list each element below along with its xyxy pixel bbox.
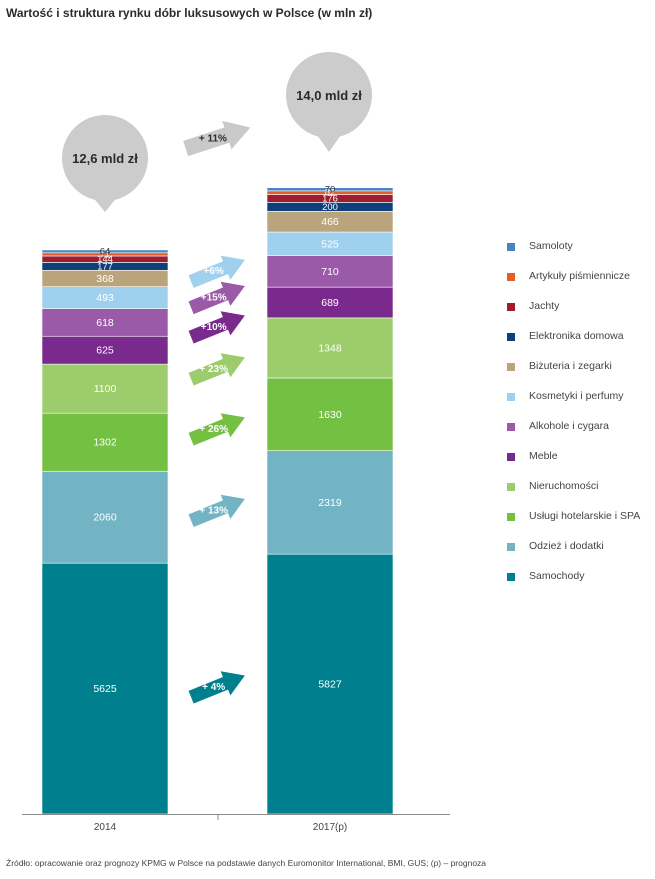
legend-label: Nieruchomości [529,480,599,492]
value-label-kosmetyki-i-perfumy-2014: 493 [96,292,114,304]
growth-arrow-nieruchomosci: + 23% [188,353,245,386]
value-label-kosmetyki-i-perfumy-2017-p: 525 [321,238,339,250]
x-axis: 2014 2017(p) [22,814,450,833]
svg-text:12,6 mld zł: 12,6 mld zł [72,151,138,166]
x-tick-label-2014: 2014 [94,822,117,833]
value-label-artykuly-pismiennicze-2014: 71 [100,249,111,260]
growth-arrows-layer: + 4% + 13% + 26% + 23% +10% +15% +6% + 11% [183,120,251,704]
value-label-elektronika-domowa-2014: 177 [97,261,113,272]
legend-label: Samochody [529,570,585,582]
value-label-jachty-2017-p: 176 [322,193,338,204]
legend-swatch [507,273,515,281]
growth-arrow-meble: +10% [188,311,245,344]
total-growth-arrow: + 11% [183,120,251,157]
legend-swatch [507,423,515,431]
chart-title: Wartość i struktura rynku dóbr luksusowy… [6,6,373,20]
value-label-nieruchomosci-2017-p: 1348 [318,342,342,354]
growth-arrow-odziez-i-dodatki: + 13% [188,494,245,527]
value-label-alkohole-i-cygara-2017-p: 710 [321,266,339,278]
bar-odziez-i-dodatki-2014 [41,470,169,564]
value-label-alkohole-i-cygara-2014: 618 [96,317,114,329]
legend-swatch [507,333,515,341]
bar-samoloty-2014 [41,249,169,254]
total-bubbles-layer: 12,6 mld zł 14,0 mld zł [62,52,372,212]
bar-samochody-2017-p [266,553,394,815]
legend-label: Samoloty [529,240,573,252]
legend-label: Biżuteria i zegarki [529,360,612,372]
svg-text:+ 11%: + 11% [199,134,227,145]
value-label-odziez-i-dodatki-2014: 2060 [93,512,117,524]
svg-text:+15%: +15% [201,292,227,303]
legend-label: Alkohole i cygara [529,420,609,432]
growth-arrow-alkohole-i-cygara: +15% [188,281,245,315]
value-label-uslugi-hotelarskie-i-spa-2017-p: 1630 [318,409,342,421]
bar-uslugi-hotelarskie-i-spa-2017-p [266,377,394,451]
bar-samoloty-2017-p [266,187,394,192]
value-label-bizuteria-i-zegarki-2017-p: 466 [321,216,339,228]
source-note: Źródło: opracowanie oraz prognozy KPMG w… [6,858,487,868]
value-label-samochody-2017-p: 5827 [318,679,342,691]
bar-nieruchomosci-2014 [41,363,169,414]
legend-label: Odzież i dodatki [529,540,604,552]
legend-label: Elektronika domowa [529,330,624,342]
svg-text:+10%: +10% [201,322,227,333]
svg-text:+ 26%: + 26% [199,424,228,435]
value-label-bizuteria-i-zegarki-2014: 368 [96,273,114,285]
value-label-odziez-i-dodatki-2017-p: 2319 [318,497,342,509]
svg-text:+ 13%: + 13% [199,505,228,516]
value-label-elektronika-domowa-2017-p: 200 [322,202,338,213]
legend-swatch [507,303,515,311]
x-tick-label-2017-p: 2017(p) [313,822,347,833]
bars-layer [41,187,394,815]
bar-nieruchomosci-2017-p [266,317,394,379]
bar-alkohole-i-cygara-2017-p [266,255,394,288]
value-label-meble-2017-p: 689 [321,297,339,309]
total-bubble-2017: 14,0 mld zł [286,52,372,152]
legend-label: Artykuły piśmiennicze [529,270,630,282]
bar-alkohole-i-cygara-2014 [41,308,169,337]
legend-swatch [507,543,515,551]
svg-text:+6%: +6% [204,266,224,277]
bar-samochody-2014 [41,562,169,815]
legend-swatch [507,453,515,461]
growth-arrow-uslugi-hotelarskie-i-spa: + 26% [188,413,245,446]
legend-swatch [507,483,515,491]
legend-label: Jachty [529,300,560,312]
legend-label: Kosmetyki i perfumy [529,390,624,402]
value-label-samochody-2014: 5625 [93,683,117,695]
growth-arrow-samochody: + 4% [188,671,245,704]
value-label-jachty-2014: 144 [97,254,113,265]
value-label-uslugi-hotelarskie-i-spa-2014: 1302 [93,437,117,449]
legend-label: Usługi hotelarskie i SPA [529,510,641,522]
svg-text:+ 4%: + 4% [202,682,225,693]
bar-meble-2017-p [266,286,394,319]
legend-swatch [507,393,515,401]
value-label-meble-2014: 625 [96,345,114,357]
value-label-samoloty-2017-p: 70 [325,184,336,195]
value-label-samoloty-2014: 64 [100,246,111,257]
value-label-artykuly-pismiennicze-2017-p: 82 [325,188,336,199]
legend-swatch [507,243,515,251]
value-label-nieruchomosci-2014: 1100 [94,383,117,395]
svg-text:+ 23%: + 23% [199,364,228,375]
growth-arrow-kosmetyki-i-perfumy: +6% [188,255,245,288]
bar-odziez-i-dodatki-2017-p [266,450,394,555]
legend-label: Meble [529,450,558,462]
legend-swatch [507,363,515,371]
bar-uslugi-hotelarskie-i-spa-2014 [41,412,169,472]
legend-swatch [507,573,515,581]
total-bubble-2014: 12,6 mld zł [62,115,148,212]
legend-swatch [507,513,515,521]
svg-text:14,0 mld zł: 14,0 mld zł [296,88,362,103]
